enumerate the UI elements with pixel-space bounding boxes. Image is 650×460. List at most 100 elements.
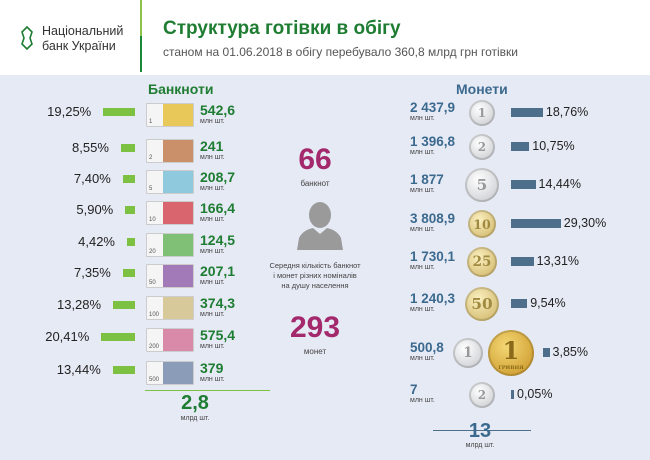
banknote-percent: 7,40%	[73, 171, 111, 186]
banknote-share-bar	[122, 175, 135, 183]
coin-share-bar	[511, 299, 528, 308]
coin-percent: 13,31%	[536, 254, 580, 268]
coin-row: 1 730,1 млн шт. 25 13,31%	[0, 247, 650, 277]
coin-10-image: 10	[468, 210, 496, 238]
banknote-count: 542,6	[200, 102, 236, 118]
coin-count: 2 437,9	[410, 100, 456, 115]
banknote-unit: млн шт.	[200, 118, 225, 125]
notes-per-capita: 66	[298, 143, 332, 176]
coin-row: 2 437,9 млн шт. 1 18,76%	[0, 100, 650, 126]
coin-unit: млн шт.	[410, 226, 435, 233]
coin-count: 1 396,8	[410, 134, 456, 149]
banknote-count: 374,3	[200, 295, 236, 311]
coins-total-unit: млрд шт.	[465, 442, 495, 449]
coin-count: 1 730,1	[410, 249, 456, 264]
banknotes-total-unit: млрд шт.	[180, 415, 210, 422]
banknote-20-image: 20	[146, 233, 194, 257]
banknote-row: 13,44% 500 379 млн шт.	[0, 361, 650, 385]
person-icon	[297, 202, 343, 250]
coin-share-bar	[511, 180, 536, 189]
coin-unit: млн шт.	[410, 355, 435, 362]
banknote-count: 207,1	[200, 263, 236, 279]
coin-unit: млн шт.	[410, 187, 435, 194]
banknote-1-image: 1	[146, 103, 194, 127]
banknote-percent: 4,42%	[78, 234, 115, 249]
banknote-percent: 8,55%	[72, 140, 109, 155]
banknotes-total-line	[145, 390, 270, 391]
coin-percent: 3,85%	[552, 345, 588, 359]
coins-total-line	[433, 430, 531, 431]
coin-count: 1 877	[410, 172, 444, 187]
header: Національний банк України Структура готів…	[0, 0, 650, 75]
banknote-percent: 13,44%	[56, 362, 101, 377]
banknote-row: 19,25% 1 542,6 млн шт.	[0, 103, 650, 127]
banknote-unit: млн шт.	[200, 248, 225, 255]
coin-unit: млн шт.	[410, 397, 435, 404]
banknote-row: 8,55% 2 241 млн шт.	[0, 139, 650, 163]
banknote-share-bar	[112, 366, 135, 374]
banknote-percent: 7,35%	[73, 265, 111, 280]
coin-unit: млн шт.	[410, 264, 435, 271]
banknote-unit: млн шт.	[200, 279, 225, 286]
coins-per-capita: 293	[289, 311, 341, 344]
banknote-percent: 5,90%	[76, 202, 114, 217]
banknote-unit: млн шт.	[200, 216, 225, 223]
banknote-share-bar	[125, 206, 135, 214]
coin-share-bar	[511, 257, 534, 266]
coins-per-capita-label: монет	[303, 347, 327, 356]
coin-count: 1 240,3	[410, 291, 456, 306]
banknote-share-bar	[120, 144, 135, 152]
banknote-50-image: 50	[146, 264, 194, 288]
banknote-unit: млн шт.	[200, 311, 225, 318]
coin-1-image: 1	[469, 100, 495, 126]
banknote-count: 124,5	[200, 232, 236, 248]
banknote-row: 20,41% 200 575,4 млн шт.	[0, 328, 650, 352]
coin-share-bar	[511, 108, 543, 117]
banknote-share-bar	[101, 333, 135, 341]
coin-row: 7 млн шт. 2 0,05%	[0, 382, 650, 408]
banknote-100-image: 100	[146, 296, 194, 320]
coin-count: 3 808,9	[410, 211, 456, 226]
banknote-row: 4,42% 20 124,5 млн шт.	[0, 233, 650, 257]
banknote-count: 379	[200, 360, 224, 376]
banknote-unit: млн шт.	[200, 343, 225, 350]
coin-2-image: 2	[469, 134, 495, 160]
coin-25-image: 25	[467, 247, 497, 277]
banknote-5-image: 5	[146, 170, 194, 194]
coin-1-hryvnia-image: 1 ГРИВНЯ	[488, 330, 534, 376]
banknote-row: 7,40% 5 208,7 млн шт.	[0, 170, 650, 194]
banknote-count: 166,4	[200, 200, 236, 216]
coin-unit: млн шт.	[410, 149, 435, 156]
per-capita-description: Середня кількість банкнот і монет різних …	[269, 261, 361, 290]
banknote-10-image: 10	[146, 201, 194, 225]
coin-share-bar	[511, 390, 514, 399]
coin-percent: 18,76%	[545, 105, 589, 119]
coin-unit: млн шт.	[410, 306, 435, 313]
coin-percent: 0,05%	[517, 387, 553, 401]
coin-50-image: 50	[465, 287, 499, 321]
notes-per-capita-label: банкнот	[300, 179, 330, 188]
banknote-unit: млн шт.	[200, 154, 225, 161]
banknote-unit: млн шт.	[200, 185, 225, 192]
banknote-row: 13,28% 100 374,3 млн шт.	[0, 296, 650, 320]
banknote-2-image: 2	[146, 139, 194, 163]
coin-row: 1 240,3 млн шт. 50 9,54%	[0, 287, 650, 321]
header-divider	[140, 0, 142, 72]
banknote-row: 7,35% 50 207,1 млн шт.	[0, 264, 650, 288]
banknote-percent: 19,25%	[47, 104, 92, 119]
main-panel: Банкноти Монети 19,25% 1 542,6 млн шт. 8…	[0, 75, 650, 460]
coins-title: Монети	[456, 81, 508, 97]
banknote-percent: 13,28%	[56, 297, 102, 312]
banknote-percent: 20,41%	[45, 329, 90, 344]
banknote-share-bar	[122, 269, 135, 277]
banknotes-title: Банкноти	[148, 81, 214, 97]
coin-share-bar	[543, 348, 550, 357]
coin-percent: 29,30%	[563, 216, 607, 230]
coin-percent: 9,54%	[530, 296, 566, 310]
bank-name: Національний банк України	[42, 24, 124, 53]
coin-unit: млн шт.	[410, 115, 435, 122]
banknotes-total: 2,8	[181, 392, 209, 414]
coin-row: 3 808,9 млн шт. 10 29,30%	[0, 210, 650, 238]
coin-2-image: 2	[469, 382, 495, 408]
coin-share-bar	[511, 142, 530, 151]
